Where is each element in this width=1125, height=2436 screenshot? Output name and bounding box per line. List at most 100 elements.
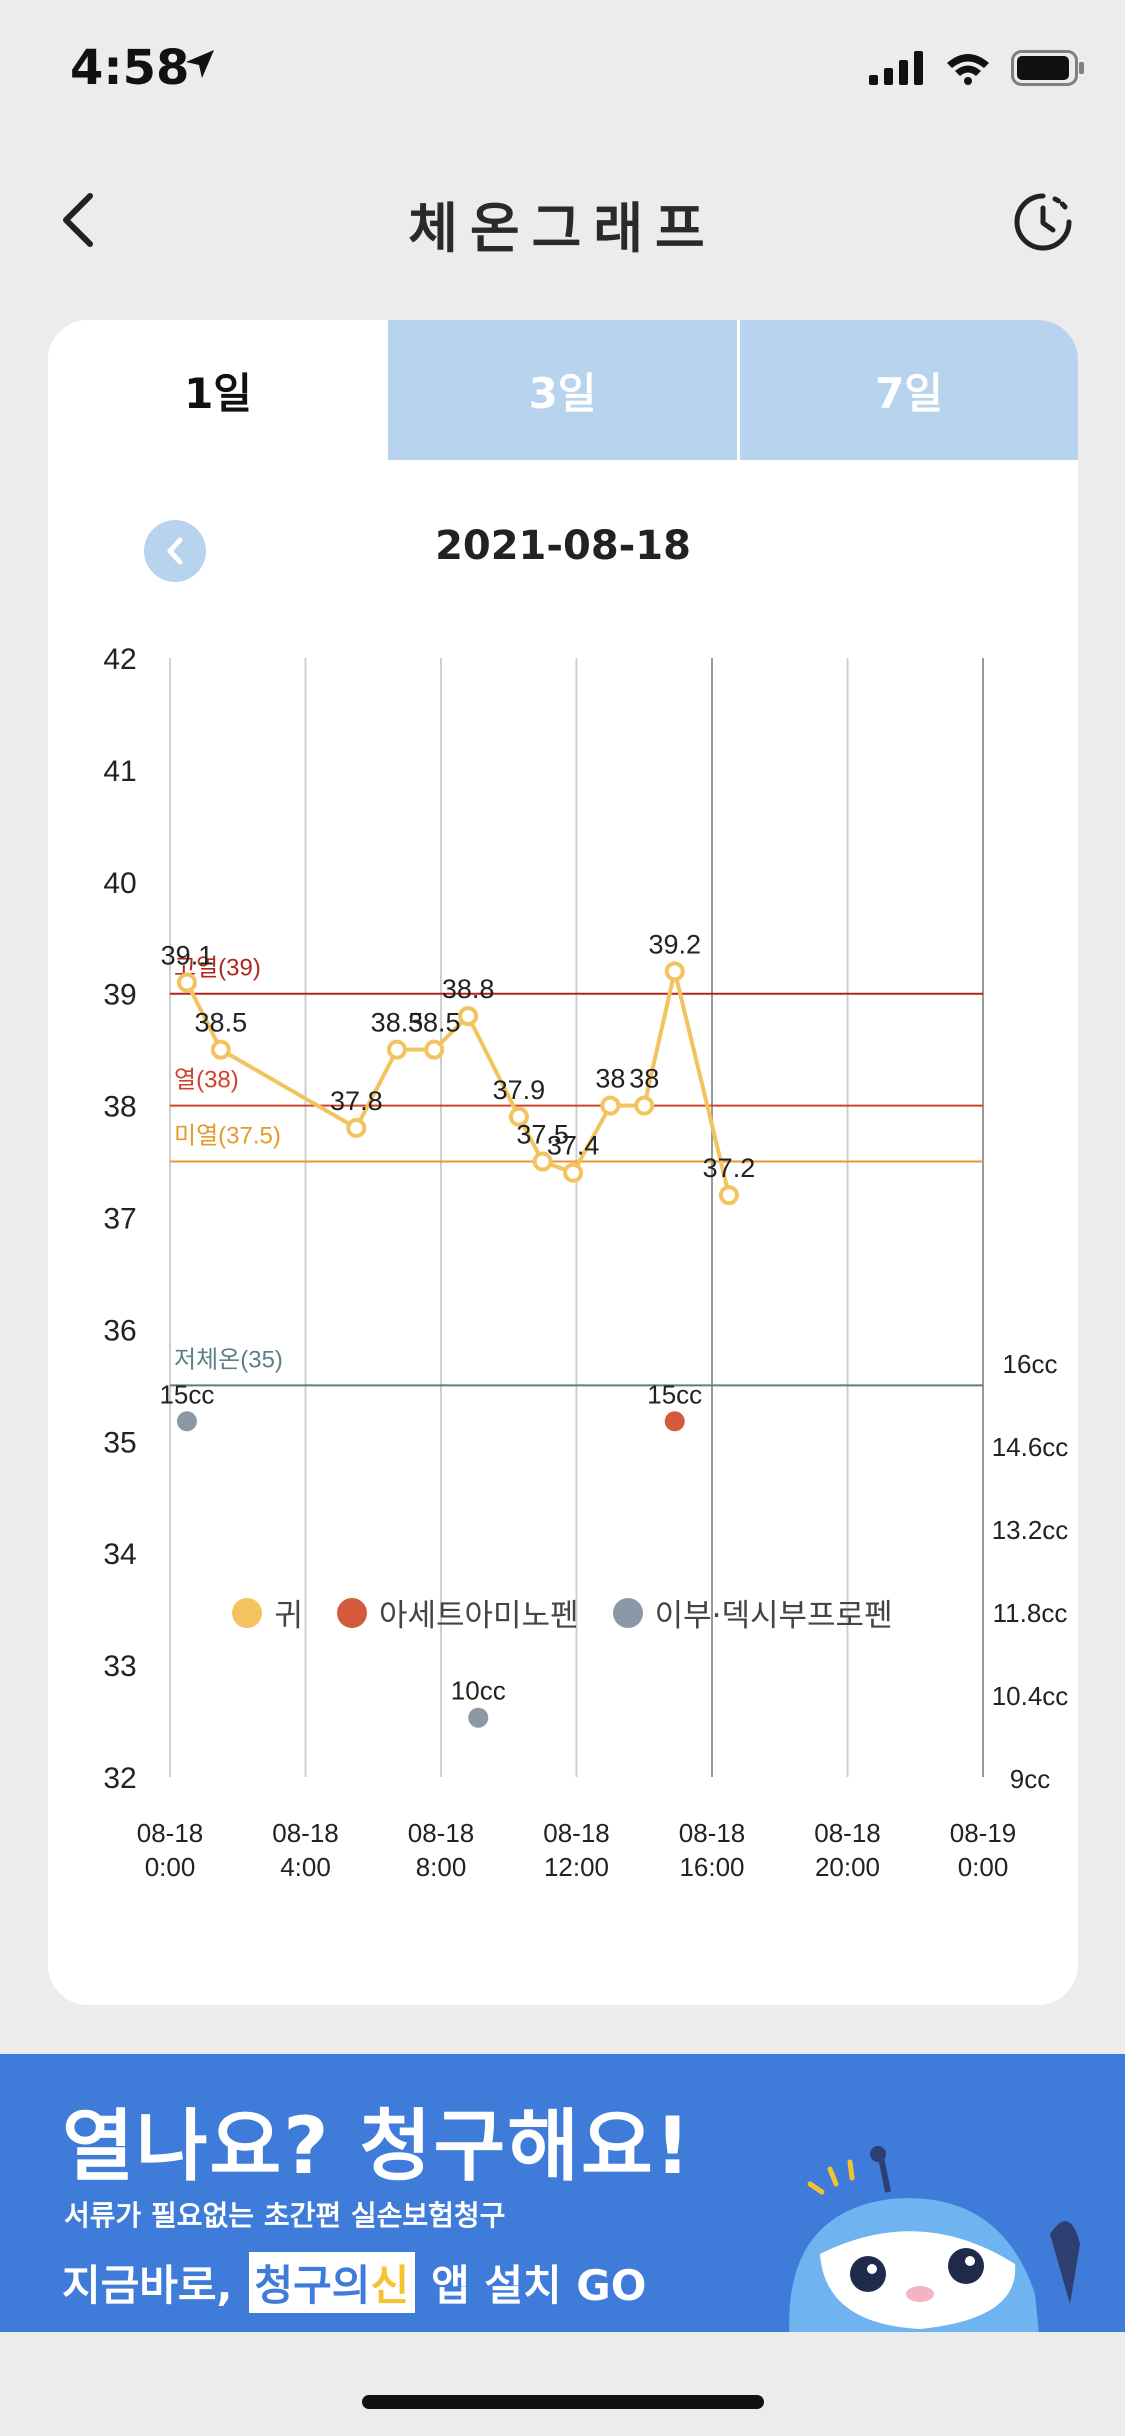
data-point-ear [424,1039,445,1060]
data-label-ear: 38.5 [408,1008,461,1038]
legend-label: 귀 [274,1598,303,1634]
legend-dot [336,1597,367,1628]
data-point-medication [664,1411,685,1432]
status-bar: 4:58 [0,0,1125,140]
banner-cta: 지금바로, 청구의신 앱 설치 GO [62,2252,646,2313]
data-point-ear [563,1162,584,1183]
ad-banner[interactable]: 열나요? 청구해요! 서류가 필요없는 초간편 실손보험청구 지금바로, 청구의… [0,2054,1125,2332]
legend-label: 아세트아미노펜 [378,1598,579,1634]
x-tick-date: 08-18 [272,1818,339,1848]
y-right-tick-label: 11.8cc [993,1598,1068,1628]
x-tick-time: 12:00 [544,1852,609,1882]
period-tabs: 1일 3일 7일 [48,320,1078,460]
banner-cta-suffix: 앱 설치 GO [431,2261,647,2310]
data-point-ear [664,961,685,982]
data-label-ear: 38.8 [442,974,495,1004]
x-tick-time: 20:00 [815,1852,880,1882]
legend-dot [612,1597,643,1628]
y-tick-label: 39 [103,979,136,1012]
location-arrow-icon [186,50,214,78]
reference-line-label: 미열(37.5) [174,1123,281,1150]
tab-1-day[interactable]: 1일 [48,320,388,460]
temperature-chart: 08-18 0:00 08-18 4:00 08-18 8:00 08-18 12:00 08-… [103,643,1069,1882]
y-tick-label: 38 [103,1091,136,1124]
banner-subline: 서류가 필요없는 초간편 실손보험청구 [64,2199,506,2232]
status-icons [869,50,1085,86]
signal-icon [869,51,923,85]
data-point-ear [508,1106,529,1127]
chart-legend: 귀 아세트아미노펜 이부·덱시부프로펜 [0,1590,1125,1635]
tab-3-days[interactable]: 3일 [388,320,740,460]
banner-brand-part2: 신 [370,2261,410,2310]
x-tick-time: 0:00 [958,1852,1009,1882]
data-point-ear [718,1185,739,1206]
date-label: 2021-08-18 [435,523,691,569]
tab-7-days[interactable]: 7일 [740,320,1078,460]
x-tick-date: 08-18 [543,1818,610,1848]
data-point-ear [600,1095,621,1116]
y-right-tick-label: 9cc [1010,1764,1050,1794]
data-label-ear: 37.4 [547,1131,600,1161]
x-tick-date: 08-19 [950,1818,1017,1848]
banner-cta-prefix: 지금바로, [62,2261,233,2310]
x-tick-date: 08-18 [137,1818,204,1848]
x-tick-time: 8:00 [416,1852,467,1882]
y-tick-label: 37 [103,1203,136,1236]
legend-item-ear[interactable]: 귀 [232,1590,303,1635]
nav-bar: 체온그래프 [0,170,1125,270]
x-tick-time: 0:00 [145,1852,196,1882]
banner-brand-part1: 청구의 [254,2261,371,2310]
date-row: 2021-08-18 [48,515,1078,585]
data-label-ear: 38 [595,1064,625,1094]
y-right-tick-label: 16cc [1003,1349,1058,1379]
y-tick-label: 36 [103,1314,136,1347]
banner-brand: 청구의신 [248,2252,416,2313]
data-point-ear [346,1117,367,1138]
data-label-ear: 37.2 [703,1153,756,1183]
prev-date-button[interactable] [144,520,206,582]
data-point-ear [176,972,197,993]
legend-item-acetaminophen[interactable]: 아세트아미노펜 [336,1590,579,1635]
data-label-ear: 39.1 [161,941,214,971]
data-point-ear [386,1039,407,1060]
clock-history-icon[interactable] [1011,190,1075,254]
y-right-tick-label: 13.2cc [992,1515,1069,1545]
data-label-ear: 38.5 [371,1008,424,1038]
x-tick-time: 4:00 [280,1852,331,1882]
x-tick-time: 16:00 [679,1852,744,1882]
back-button[interactable] [50,190,110,250]
reference-line-label: 열(38) [174,1067,239,1094]
y-tick-label: 33 [103,1650,136,1683]
data-point-medication [176,1411,197,1432]
data-label-medication: 10cc [451,1676,506,1706]
mascot-illustration [789,2146,1080,2332]
home-indicator [362,2395,764,2409]
legend-item-ibuprofen[interactable]: 이부·덱시부프로펜 [612,1590,893,1635]
x-tick-date: 08-18 [814,1818,881,1848]
status-time: 4:58 [70,40,190,96]
x-tick-date: 08-18 [679,1818,746,1848]
reference-line-label: 저체온(35) [174,1346,283,1373]
legend-dot [232,1597,263,1628]
data-label-ear: 37.5 [516,1120,569,1150]
y-tick-label: 40 [103,867,136,900]
battery-icon [1011,50,1084,86]
data-point-ear [532,1151,553,1172]
y-tick-label: 41 [103,755,136,788]
data-label-ear: 37.8 [330,1086,383,1116]
data-label-ear: 37.9 [493,1075,546,1105]
data-point-ear [458,1006,479,1027]
y-tick-label: 32 [103,1762,136,1795]
y-tick-label: 35 [103,1426,136,1459]
data-point-medication [468,1707,489,1728]
legend-label: 이부·덱시부프로펜 [654,1598,893,1634]
data-point-ear [210,1039,231,1060]
y-tick-label: 42 [103,643,136,676]
data-label-medication: 15cc [159,1379,214,1409]
data-label-medication: 15cc [647,1379,702,1409]
data-label-ear: 39.2 [648,929,701,959]
data-point-ear [634,1095,655,1116]
banner-headline: 열나요? 청구해요! [62,2102,693,2192]
y-right-tick-label: 10.4cc [992,1681,1069,1711]
data-label-ear: 38.5 [195,1008,248,1038]
